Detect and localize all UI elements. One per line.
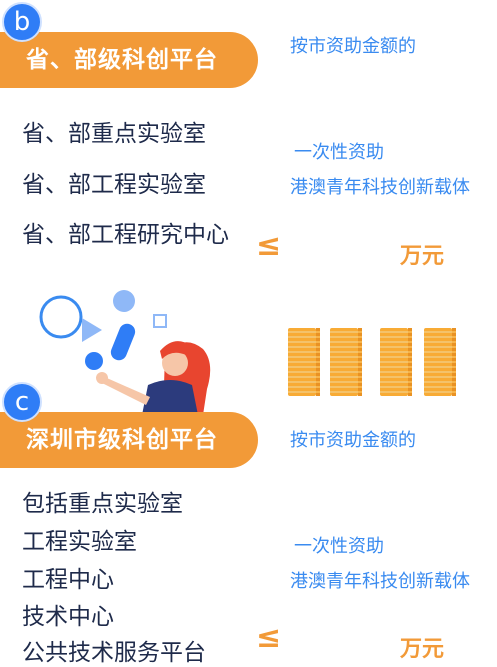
section-c-carrier-label: 港澳青年科技创新载体 (290, 571, 470, 592)
section-c-item-3: 工程中心 (22, 567, 114, 593)
section-c-item-4: 技术中心 (22, 604, 114, 630)
section-b-title: 省、部级科创平台 (0, 32, 258, 88)
section-b-one-time-label: 一次性资助 (294, 142, 384, 163)
section-b-badge: b (2, 2, 42, 42)
section-b-less-equal: ≤ (256, 228, 282, 263)
section-b-unit: 万元 (400, 244, 445, 269)
section-c-one-time-label: 一次性资助 (294, 536, 384, 557)
section-c-badge: c (2, 382, 42, 422)
woman-pointing-illustration (39, 290, 211, 415)
coin-stack-2 (330, 328, 362, 396)
coin-stack-4 (424, 328, 456, 396)
section-c-item-1: 包括重点实验室 (22, 491, 183, 517)
section-b-item-3: 省、部工程研究中心 (22, 222, 229, 248)
coin-stack-1 (288, 328, 320, 396)
section-c-item-5: 公共技术服务平台 (22, 640, 206, 666)
section-b-item-2: 省、部工程实验室 (22, 172, 206, 198)
section-b-funding-basis: 按市资助金额的 (290, 36, 416, 57)
coin-stack-3 (380, 328, 412, 396)
section-c-item-2: 工程实验室 (22, 529, 137, 555)
section-b-item-1: 省、部重点实验室 (22, 121, 206, 147)
section-c-funding-basis: 按市资助金额的 (290, 430, 416, 451)
section-c-title: 深圳市级科创平台 (0, 412, 258, 468)
section-c-less-equal: ≤ (256, 620, 282, 655)
section-c-unit: 万元 (400, 637, 445, 662)
section-b-carrier-label: 港澳青年科技创新载体 (290, 177, 470, 198)
